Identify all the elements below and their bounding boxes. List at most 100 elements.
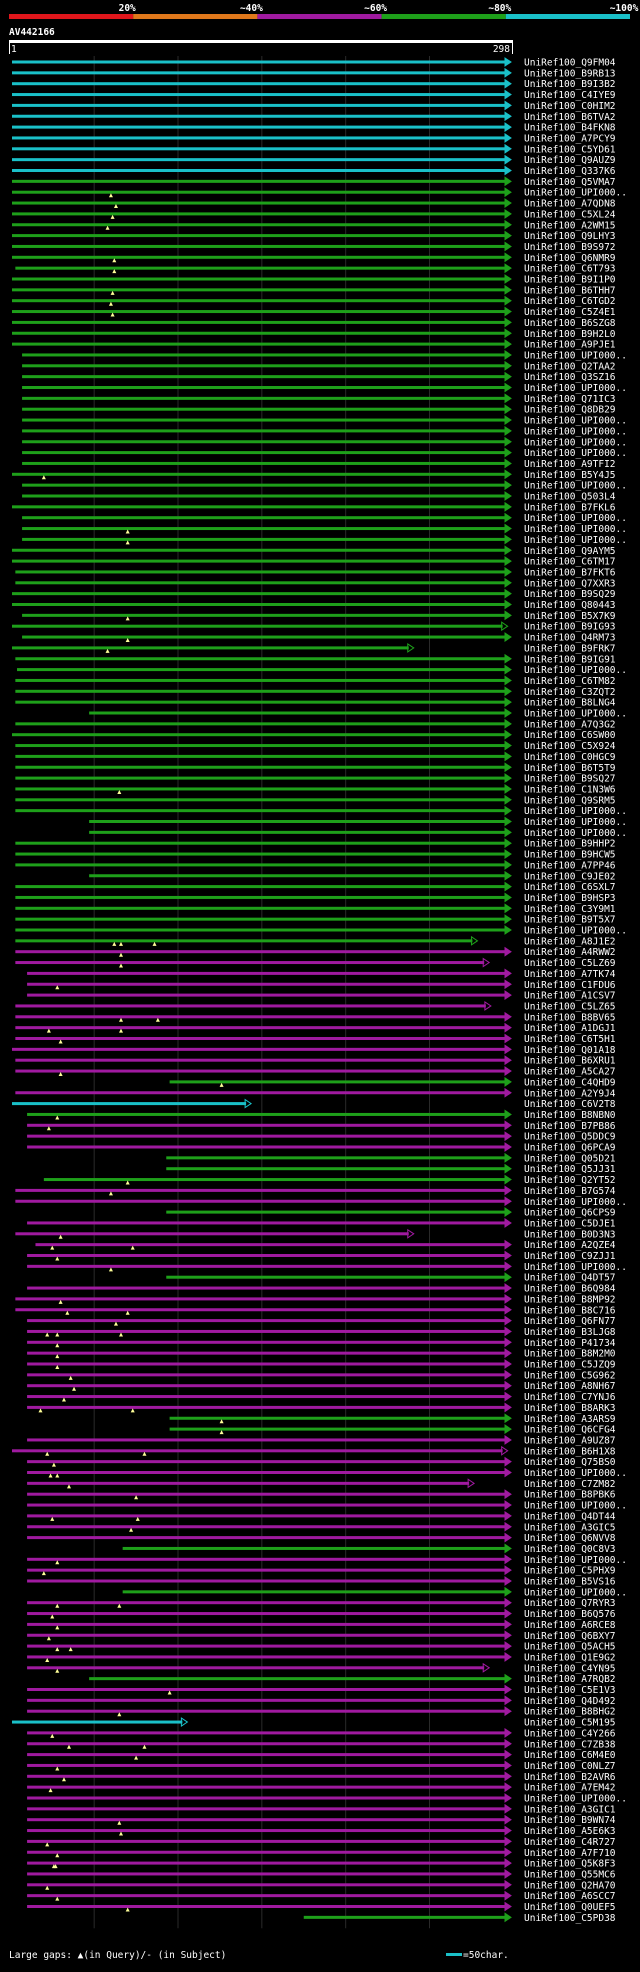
hit-label[interactable]: UniRef100_A1CSV7: [524, 991, 616, 1002]
hit-row[interactable]: UniRef100_C9JE02: [89, 870, 616, 882]
hit-label[interactable]: UniRef100_B8PBK6: [524, 1490, 616, 1501]
hit-label[interactable]: UniRef100_C5XL24: [524, 209, 616, 220]
hit-row[interactable]: UniRef100_A2Y9J4: [15, 1087, 616, 1099]
hit-label[interactable]: UniRef100_C7YNJ6: [524, 1392, 616, 1403]
hit-label[interactable]: UniRef100_C9ZJJ1: [524, 1251, 616, 1262]
hit-row[interactable]: UniRef100_UPI000..: [89, 708, 627, 720]
hit-row[interactable]: UniRef100_B7G574: [15, 1185, 616, 1197]
hit-row[interactable]: UniRef100_B8BHG2: [27, 1706, 616, 1718]
hit-label[interactable]: UniRef100_B8MP92: [524, 1294, 616, 1305]
hit-row[interactable]: UniRef100_UPI000..: [22, 480, 627, 492]
hit-label[interactable]: UniRef100_UPI000..: [524, 1468, 627, 1479]
hit-label[interactable]: UniRef100_B7FKT6: [524, 567, 616, 578]
hit-row[interactable]: UniRef100_UPI000..: [22, 382, 627, 394]
hit-row[interactable]: UniRef100_C6T793: [15, 263, 616, 275]
hit-row[interactable]: UniRef100_Q337K6: [12, 165, 616, 177]
hit-row[interactable]: UniRef100_Q4RM73: [22, 632, 616, 644]
hit-row[interactable]: UniRef100_Q6NMR9: [12, 252, 616, 264]
hit-label[interactable]: UniRef100_B8BV65: [524, 1012, 616, 1023]
hit-row[interactable]: UniRef100_C5LZ65: [15, 1001, 616, 1012]
hit-label[interactable]: UniRef100_A2WM15: [524, 220, 616, 231]
hit-row[interactable]: UniRef100_UPI000..: [15, 925, 627, 937]
hit-label[interactable]: UniRef100_Q75BS0: [524, 1457, 616, 1468]
hit-row[interactable]: UniRef100_Q55MC6: [27, 1869, 616, 1880]
hit-label[interactable]: UniRef100_A5CA27: [524, 1067, 616, 1078]
hit-row[interactable]: UniRef100_C4Y266: [27, 1727, 616, 1739]
hit-label[interactable]: UniRef100_UPI000..: [524, 350, 627, 361]
hit-row[interactable]: UniRef100_B9WN74: [27, 1814, 616, 1826]
hit-label[interactable]: UniRef100_B4FKN8: [524, 123, 616, 134]
hit-row[interactable]: UniRef100_Q9AYM5: [12, 545, 616, 557]
hit-label[interactable]: UniRef100_A1DGJ1: [524, 1023, 616, 1034]
hit-label[interactable]: UniRef100_C5PD38: [524, 1913, 616, 1924]
hit-label[interactable]: UniRef100_Q9SRM5: [524, 795, 616, 806]
hit-label[interactable]: UniRef100_A8J1E2: [524, 936, 616, 947]
hit-row[interactable]: UniRef100_B9I3B2: [12, 78, 616, 90]
hit-label[interactable]: UniRef100_UPI000..: [524, 188, 627, 199]
hit-label[interactable]: UniRef100_Q5JJ31: [524, 1164, 616, 1175]
hit-row[interactable]: UniRef100_Q6FN77: [27, 1315, 616, 1327]
hit-label[interactable]: UniRef100_C6M4E0: [524, 1750, 616, 1761]
hit-label[interactable]: UniRef100_B5VS16: [524, 1577, 616, 1588]
hit-row[interactable]: UniRef100_UPI000..: [27, 1793, 627, 1805]
hit-label[interactable]: UniRef100_C5X924: [524, 741, 616, 752]
hit-label[interactable]: UniRef100_C3ZQT2: [524, 687, 616, 698]
hit-label[interactable]: UniRef100_B9IG91: [524, 654, 616, 665]
hit-row[interactable]: UniRef100_Q8DB29: [22, 404, 616, 416]
hit-row[interactable]: UniRef100_UPI000..: [22, 534, 627, 546]
hit-label[interactable]: UniRef100_Q01A18: [524, 1045, 616, 1056]
hit-row[interactable]: UniRef100_C5XL24: [12, 208, 616, 220]
hit-row[interactable]: UniRef100_UPI000..: [27, 1467, 627, 1479]
hit-row[interactable]: UniRef100_C6TM17: [12, 556, 616, 568]
hit-row[interactable]: UniRef100_Q5DDC9: [27, 1131, 616, 1143]
hit-row[interactable]: UniRef100_A7Q3G2: [15, 718, 616, 730]
hit-label[interactable]: UniRef100_C6T5H1: [524, 1034, 616, 1045]
hit-row[interactable]: UniRef100_Q2HA70: [27, 1879, 616, 1891]
hit-label[interactable]: UniRef100_UPI000..: [524, 437, 627, 448]
hit-label[interactable]: UniRef100_C6V2T8: [524, 1099, 616, 1110]
hit-label[interactable]: UniRef100_A3ARS9: [524, 1414, 616, 1425]
hit-label[interactable]: UniRef100_UPI000..: [524, 828, 627, 839]
hit-label[interactable]: UniRef100_Q4DT44: [524, 1511, 616, 1522]
hit-label[interactable]: UniRef100_Q9LHY3: [524, 231, 616, 242]
hit-row[interactable]: UniRef100_Q2YT52: [43, 1174, 616, 1186]
hit-row[interactable]: UniRef100_A2WM15: [12, 219, 616, 231]
hit-label[interactable]: UniRef100_B3LJG8: [524, 1327, 616, 1338]
hit-label[interactable]: UniRef100_UPI000..: [524, 513, 627, 524]
hit-label[interactable]: UniRef100_B9HCW5: [524, 850, 616, 861]
hit-label[interactable]: UniRef100_C6T793: [524, 264, 616, 275]
hit-row[interactable]: UniRef100_A7PCY9: [12, 133, 616, 144]
hit-label[interactable]: UniRef100_Q2TAA2: [524, 361, 616, 372]
hit-row[interactable]: UniRef100_A7PP46: [15, 859, 616, 871]
hit-row[interactable]: UniRef100_A9PJE1: [12, 339, 616, 351]
hit-row[interactable]: UniRef100_C0NLZ7: [27, 1760, 616, 1772]
hit-row[interactable]: UniRef100_A3GIC1: [27, 1803, 616, 1815]
hit-row[interactable]: UniRef100_B5VS16: [27, 1576, 616, 1588]
hit-label[interactable]: UniRef100_UPI000..: [524, 448, 627, 459]
hit-row[interactable]: UniRef100_Q5JJ31: [166, 1163, 616, 1175]
hit-row[interactable]: UniRef100_UPI000..: [22, 436, 627, 448]
hit-label[interactable]: UniRef100_B9HHP2: [524, 839, 616, 850]
hit-label[interactable]: UniRef100_UPI000..: [524, 665, 627, 676]
hit-label[interactable]: UniRef100_B6TVA2: [524, 112, 616, 123]
hit-row[interactable]: UniRef100_C5JZQ9: [27, 1359, 616, 1371]
hit-label[interactable]: UniRef100_Q71IC3: [524, 394, 616, 405]
hit-row[interactable]: UniRef100_C6SW00: [12, 729, 616, 741]
hit-row[interactable]: UniRef100_UPI000..: [22, 415, 627, 427]
hit-label[interactable]: UniRef100_A3GIC5: [524, 1522, 616, 1533]
hit-row[interactable]: UniRef100_C1N3W6: [15, 784, 616, 795]
hit-row[interactable]: UniRef100_Q7RYR3: [27, 1597, 616, 1609]
hit-label[interactable]: UniRef100_A7PCY9: [524, 133, 616, 144]
hit-label[interactable]: UniRef100_B8BHG2: [524, 1707, 616, 1718]
hit-label[interactable]: UniRef100_C0HGC9: [524, 752, 616, 763]
hit-row[interactable]: UniRef100_C6SXL7: [15, 881, 616, 893]
hit-row[interactable]: UniRef100_C6V2T8: [12, 1098, 616, 1110]
hit-row[interactable]: UniRef100_A9TFI2: [22, 458, 616, 470]
hit-row[interactable]: UniRef100_C5PD38: [303, 1912, 616, 1924]
hit-row[interactable]: UniRef100_A2QZE4: [35, 1239, 616, 1251]
hit-row[interactable]: UniRef100_A7QDN8: [12, 198, 616, 210]
hit-row[interactable]: UniRef100_C6TGD2: [12, 295, 616, 307]
hit-row[interactable]: UniRef100_B6XRU1: [15, 1055, 616, 1067]
hit-label[interactable]: UniRef100_B7PB86: [524, 1121, 616, 1132]
hit-label[interactable]: UniRef100_C4Y266: [524, 1728, 616, 1739]
